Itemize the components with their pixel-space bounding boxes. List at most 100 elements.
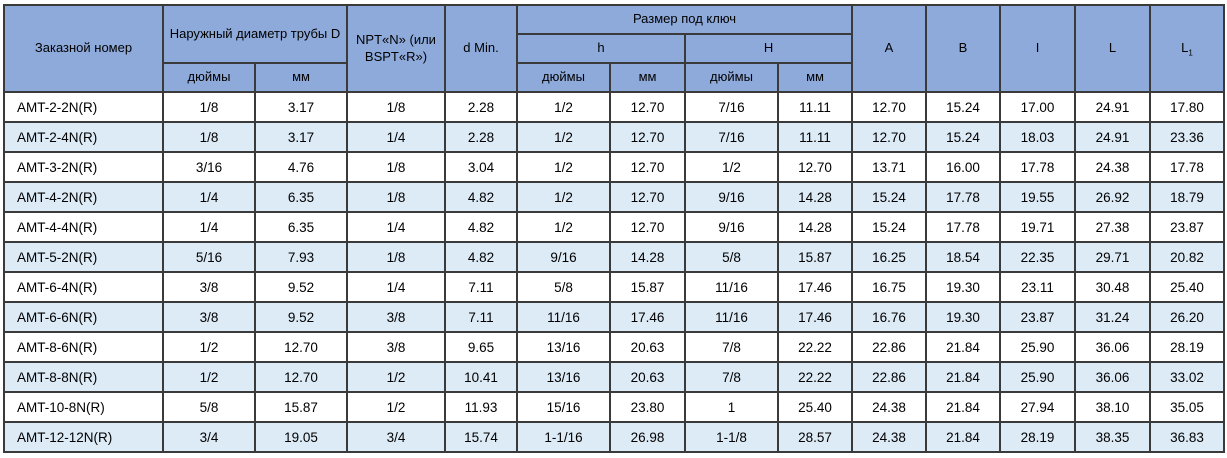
value-cell: 1/4	[346, 211, 446, 243]
value-cell: 25.40	[1149, 271, 1226, 303]
value-cell: 1/8	[346, 91, 446, 123]
table-row: AMT-6-6N(R) 3/8 9.52 3/8 7.11 11/16 17.46 11/16…	[3, 301, 1226, 333]
value-cell: 23.80	[609, 391, 686, 423]
value-cell: 20.63	[609, 361, 686, 393]
col-subheader-h-upper-mm: мм	[776, 62, 854, 93]
value-cell: 9/16	[684, 211, 779, 243]
value-cell: 27.94	[999, 391, 1077, 423]
value-cell: 3.04	[444, 151, 518, 183]
value-cell: 4.82	[444, 241, 518, 273]
value-cell: 11/16	[684, 301, 779, 333]
value-cell: 31.24	[1074, 301, 1152, 333]
value-cell: 36.83	[1149, 421, 1226, 453]
value-cell: 22.22	[776, 331, 854, 363]
l1-subscript: 1	[1188, 48, 1193, 58]
value-cell: 11.11	[776, 91, 854, 123]
value-cell: 15.24	[851, 181, 928, 213]
value-cell: 12.70	[851, 121, 928, 153]
value-cell: 12.70	[776, 151, 854, 183]
value-cell: 1/2	[162, 361, 256, 393]
value-cell: 3/16	[162, 151, 256, 183]
order-number-cell: AMT-4-2N(R)	[3, 181, 164, 213]
table-row: AMT-2-2N(R) 1/8 3.17 1/8 2.28 1/2 12.70 7/16 11.…	[3, 91, 1226, 123]
col-header-a: A	[851, 4, 928, 93]
value-cell: 24.91	[1074, 91, 1152, 123]
value-cell: 19.05	[254, 421, 348, 453]
value-cell: 26.92	[1074, 181, 1152, 213]
order-number-cell: AMT-6-6N(R)	[3, 301, 164, 333]
value-cell: 9.52	[254, 301, 348, 333]
value-cell: 28.19	[1149, 331, 1226, 363]
value-cell: 24.38	[851, 391, 928, 423]
value-cell: 20.63	[609, 331, 686, 363]
order-number-cell: AMT-2-2N(R)	[3, 91, 164, 123]
value-cell: 23.11	[999, 271, 1077, 303]
col-header-i: I	[999, 4, 1077, 93]
value-cell: 7.11	[444, 301, 518, 333]
value-cell: 1/8	[346, 181, 446, 213]
order-number-cell: AMT-3-2N(R)	[3, 151, 164, 183]
col-header-l1: L1	[1149, 4, 1226, 93]
value-cell: 12.70	[254, 331, 348, 363]
value-cell: 7.11	[444, 271, 518, 303]
value-cell: 3/8	[162, 271, 256, 303]
order-number-cell: AMT-8-6N(R)	[3, 331, 164, 363]
value-cell: 19.30	[925, 301, 1002, 333]
value-cell: 1/2	[516, 181, 611, 213]
value-cell: 15.87	[254, 391, 348, 423]
value-cell: 11/16	[684, 271, 779, 303]
value-cell: 15.87	[609, 271, 686, 303]
col-header-outer-diameter: Наружный диаметр трубы D	[162, 4, 348, 64]
value-cell: 17.78	[925, 211, 1002, 243]
value-cell: 15.74	[444, 421, 518, 453]
value-cell: 10.41	[444, 361, 518, 393]
value-cell: 7/16	[684, 121, 779, 153]
value-cell: 16.76	[851, 301, 928, 333]
value-cell: 5/8	[684, 241, 779, 273]
value-cell: 7/8	[684, 361, 779, 393]
order-number-cell: AMT-10-8N(R)	[3, 391, 164, 423]
value-cell: 9.65	[444, 331, 518, 363]
value-cell: 2.28	[444, 91, 518, 123]
value-cell: 12.70	[254, 361, 348, 393]
value-cell: 15.87	[776, 241, 854, 273]
value-cell: 1/4	[162, 181, 256, 213]
value-cell: 2.28	[444, 121, 518, 153]
value-cell: 33.02	[1149, 361, 1226, 393]
value-cell: 22.86	[851, 331, 928, 363]
value-cell: 7/16	[684, 91, 779, 123]
value-cell: 1/4	[346, 271, 446, 303]
value-cell: 4.82	[444, 211, 518, 243]
value-cell: 23.36	[1149, 121, 1226, 153]
value-cell: 18.79	[1149, 181, 1226, 213]
value-cell: 22.35	[999, 241, 1077, 273]
col-header-d-min: d Min.	[444, 4, 518, 93]
value-cell: 3/8	[162, 301, 256, 333]
value-cell: 27.38	[1074, 211, 1152, 243]
value-cell: 28.57	[776, 421, 854, 453]
value-cell: 22.86	[851, 361, 928, 393]
value-cell: 11.11	[776, 121, 854, 153]
value-cell: 12.70	[609, 121, 686, 153]
value-cell: 1/4	[346, 121, 446, 153]
value-cell: 28.19	[999, 421, 1077, 453]
value-cell: 3/8	[346, 331, 446, 363]
value-cell: 25.90	[999, 331, 1077, 363]
table-row: AMT-2-4N(R) 1/8 3.17 1/4 2.28 1/2 12.70 7/16 11.…	[3, 121, 1226, 153]
value-cell: 9/16	[684, 181, 779, 213]
table-row: AMT-4-2N(R) 1/4 6.35 1/8 4.82 1/2 12.70 9/16 14.…	[3, 181, 1226, 213]
value-cell: 19.55	[999, 181, 1077, 213]
value-cell: 29.71	[1074, 241, 1152, 273]
table-row: AMT-6-4N(R) 3/8 9.52 1/4 7.11 5/8 15.87 11/16 17…	[3, 271, 1226, 303]
value-cell: 16.25	[851, 241, 928, 273]
value-cell: 3/4	[162, 421, 256, 453]
spec-table: Заказной номер Наружный диаметр трубы D …	[3, 4, 1226, 453]
table-row: AMT-5-2N(R) 5/16 7.93 1/8 4.82 9/16 14.28 5/8 15…	[3, 241, 1226, 273]
value-cell: 1-1/16	[516, 421, 611, 453]
value-cell: 1/2	[516, 211, 611, 243]
value-cell: 5/8	[516, 271, 611, 303]
col-header-b: B	[925, 4, 1002, 93]
value-cell: 30.48	[1074, 271, 1152, 303]
value-cell: 14.28	[609, 241, 686, 273]
value-cell: 6.35	[254, 181, 348, 213]
